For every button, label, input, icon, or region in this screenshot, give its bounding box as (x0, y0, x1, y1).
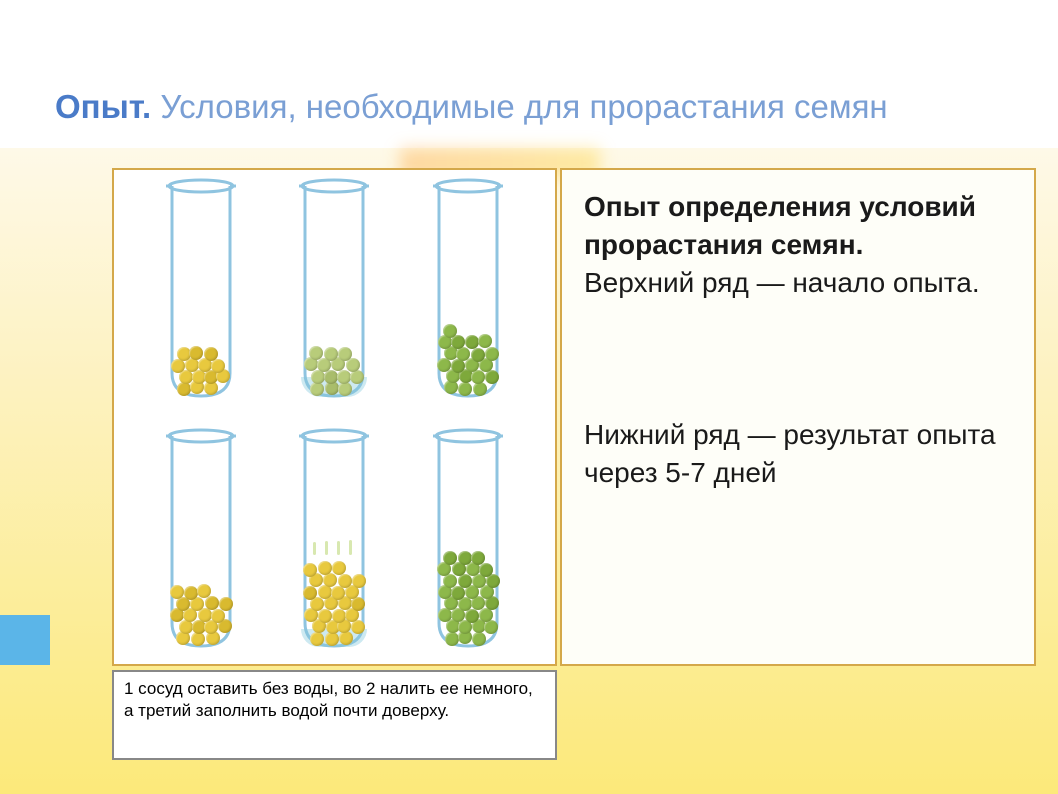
seeds-cluster (437, 327, 499, 397)
seed (171, 359, 185, 373)
seed (204, 347, 218, 361)
seed (170, 585, 184, 599)
caption-box: 1 сосуд оставить без воды, во 2 налить е… (112, 670, 557, 760)
seed (191, 632, 205, 646)
info-row-bottom: Нижний ряд — результат опыта через 5-7 д… (584, 416, 1012, 492)
seed (338, 382, 352, 396)
seed (303, 586, 317, 600)
seed (189, 346, 203, 360)
seed (471, 370, 485, 384)
seed (484, 620, 498, 634)
seed (311, 370, 325, 384)
seed (318, 609, 332, 623)
seed (310, 632, 324, 646)
seed (465, 609, 479, 623)
seed (211, 609, 225, 623)
test-tube (293, 428, 375, 653)
seed (458, 551, 472, 565)
info-row-top: Верхний ряд — начало опыта. (584, 264, 1012, 302)
seed (332, 561, 346, 575)
test-tube (160, 428, 242, 653)
test-tube (160, 178, 242, 403)
test-tube (293, 178, 375, 403)
seed (197, 584, 211, 598)
seed (337, 370, 351, 384)
seed (303, 563, 317, 577)
test-tube (427, 428, 509, 653)
seeds-cluster (170, 579, 232, 647)
title-bold: Опыт. (55, 88, 151, 125)
seed (451, 359, 465, 373)
sprout (325, 541, 328, 555)
seeds-cluster (170, 339, 232, 397)
seed (443, 324, 457, 338)
seed (352, 574, 366, 588)
seed (445, 632, 459, 646)
seed (325, 632, 339, 646)
seeds-cluster (437, 532, 499, 647)
caption-text: 1 сосуд оставить без воды, во 2 налить е… (124, 679, 533, 720)
seed (179, 620, 193, 634)
seeds-cluster (303, 339, 365, 397)
sprout (337, 541, 340, 555)
seed (479, 563, 493, 577)
seed (443, 574, 457, 588)
seed (309, 346, 323, 360)
seed (351, 597, 365, 611)
seed (465, 335, 479, 349)
seed (323, 573, 337, 587)
slide-title: Опыт. Условия, необходимые для прорастан… (55, 88, 888, 126)
info-title: Опыт определения условий прорастания сем… (584, 188, 1012, 264)
title-rest: Условия, необходимые для прорастания сем… (151, 88, 887, 125)
sprout (313, 542, 316, 555)
sprout (349, 540, 352, 555)
test-tube (427, 178, 509, 403)
tubes-row-bottom (114, 428, 555, 653)
tubes-row-top (114, 178, 555, 403)
seed (324, 370, 338, 384)
seed (219, 597, 233, 611)
seeds-cluster (303, 547, 365, 647)
seed (338, 347, 352, 361)
seed (471, 348, 485, 362)
info-panel: Опыт определения условий прорастания сем… (560, 168, 1036, 666)
seed (458, 382, 472, 396)
seed (485, 347, 499, 361)
seed (443, 551, 457, 565)
blue-strip (0, 615, 50, 665)
diagram-panel (112, 168, 557, 666)
seed (472, 632, 486, 646)
seed (205, 596, 219, 610)
info-spacer (584, 301, 1012, 416)
